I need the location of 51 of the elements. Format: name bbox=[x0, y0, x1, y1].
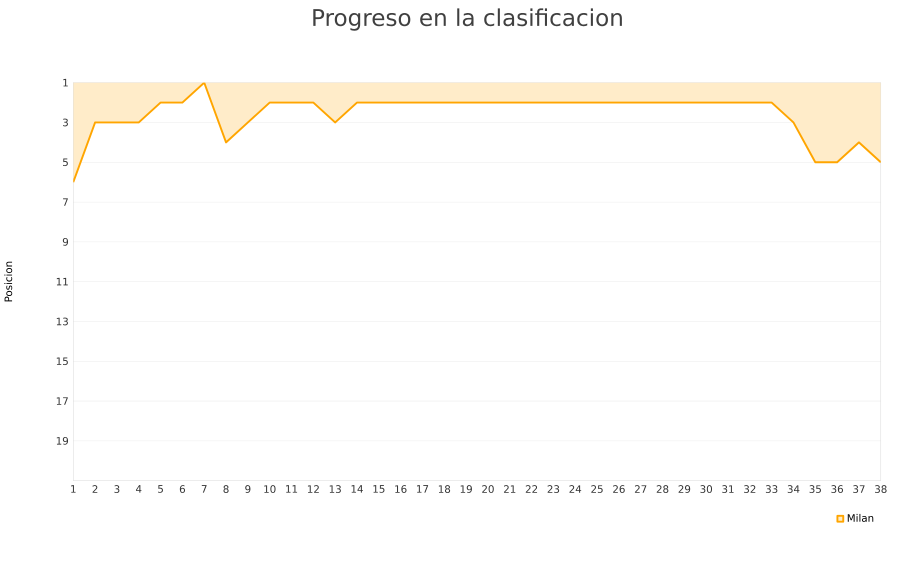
x-tick-label: 12 bbox=[308, 485, 319, 493]
x-tick-label: 15 bbox=[373, 485, 384, 493]
chart-title: Progreso en la clasificacion bbox=[313, 8, 622, 31]
x-tick-label: 7 bbox=[202, 485, 207, 493]
x-tick-label: 19 bbox=[460, 485, 472, 494]
x-tick-label: 20 bbox=[482, 485, 494, 494]
x-tick-label: 1 bbox=[71, 485, 76, 493]
x-tick-label: 29 bbox=[678, 485, 690, 494]
x-tick-label: 8 bbox=[223, 485, 229, 494]
x-tick-label: 30 bbox=[700, 485, 712, 494]
x-tick-label: 31 bbox=[722, 485, 734, 494]
x-tick-label: 21 bbox=[504, 485, 516, 493]
x-tick-label: 23 bbox=[548, 485, 560, 494]
x-tick-label: 22 bbox=[526, 485, 538, 493]
y-tick-label: 19 bbox=[56, 437, 68, 445]
x-tick-label: 10 bbox=[264, 485, 276, 494]
x-tick-label: 2 bbox=[92, 485, 98, 493]
x-tick-label: 6 bbox=[180, 485, 185, 494]
x-tick-label: 26 bbox=[613, 485, 625, 494]
x-tick-label: 38 bbox=[875, 485, 887, 494]
y-tick-label: 15 bbox=[56, 358, 68, 366]
x-tick-label: 33 bbox=[766, 485, 778, 494]
y-tick-label: 17 bbox=[56, 397, 68, 405]
x-tick-label: 3 bbox=[114, 485, 120, 494]
x-tick-label: 27 bbox=[634, 485, 646, 493]
x-tick-label: 13 bbox=[330, 485, 341, 494]
x-tick-label: 37 bbox=[853, 485, 865, 494]
y-tick-label: 9 bbox=[62, 238, 68, 246]
legend-label: Milan bbox=[848, 514, 874, 522]
x-tick-label: 28 bbox=[656, 485, 668, 494]
x-tick-label: 34 bbox=[788, 485, 800, 494]
x-tick-label: 16 bbox=[395, 485, 407, 494]
y-tick-label: 3 bbox=[63, 118, 68, 126]
x-tick-label: 36 bbox=[831, 485, 843, 494]
x-tick-label: 24 bbox=[569, 485, 582, 493]
x-tick-label: 17 bbox=[417, 485, 428, 493]
x-tick-label: 4 bbox=[136, 485, 142, 493]
x-tick-label: 11 bbox=[286, 485, 298, 493]
x-tick-label: 9 bbox=[245, 485, 250, 494]
y-tick-label: 1 bbox=[63, 79, 68, 87]
x-tick-label: 35 bbox=[810, 485, 821, 494]
y-tick-label: 13 bbox=[56, 318, 68, 326]
y-axis-title: Posicion bbox=[4, 262, 12, 302]
x-tick-label: 32 bbox=[744, 485, 756, 494]
y-tick-label: 7 bbox=[63, 198, 68, 206]
x-tick-label: 14 bbox=[352, 485, 363, 493]
y-tick-label: 5 bbox=[63, 158, 68, 166]
x-tick-label: 5 bbox=[158, 485, 163, 493]
x-tick-label: 25 bbox=[591, 485, 603, 494]
x-tick-label: 18 bbox=[438, 485, 450, 494]
y-tick-label: 11 bbox=[56, 278, 68, 286]
